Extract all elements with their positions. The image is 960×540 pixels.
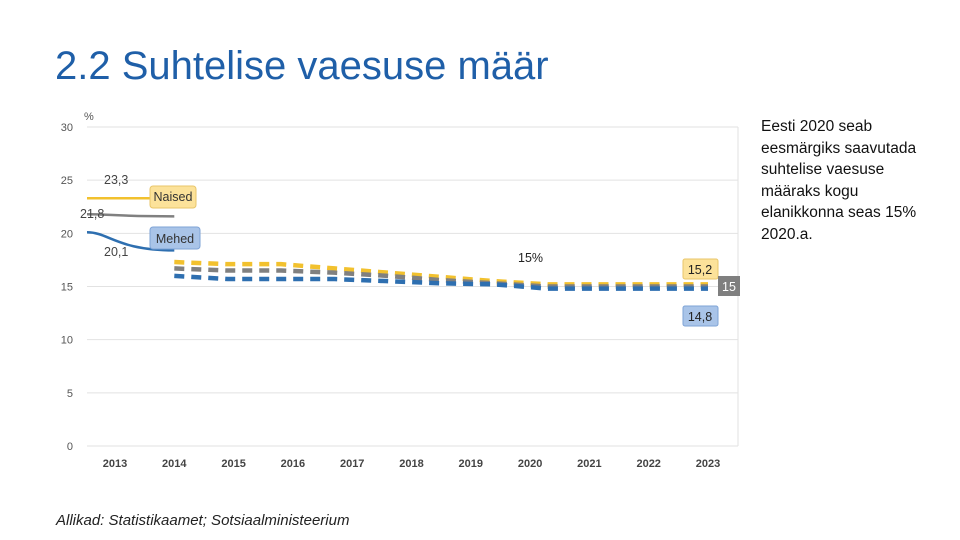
- x-tick-2023: 2023: [696, 458, 720, 470]
- projection-line-kokku: [174, 266, 708, 289]
- x-tick-2015: 2015: [221, 458, 245, 470]
- x-tick-2021: 2021: [577, 458, 601, 470]
- y-axis-unit-label: %: [84, 111, 94, 123]
- y-tick-25: 25: [61, 175, 73, 187]
- x-tick-2013: 2013: [103, 458, 127, 470]
- mehed-end-box: [682, 305, 719, 327]
- projection-line-mehed: [174, 273, 708, 291]
- y-tick-5: 5: [67, 388, 73, 400]
- y-tick-20: 20: [61, 228, 73, 240]
- x-tick-2019: 2019: [459, 458, 483, 470]
- legend-mehed-label: Mehed: [156, 232, 194, 246]
- naised-start-value: 23,3: [104, 173, 128, 187]
- x-tick-2016: 2016: [281, 458, 305, 470]
- x-tick-2022: 2022: [636, 458, 660, 470]
- total-start-value: 21,8: [80, 207, 104, 221]
- x-tick-2018: 2018: [399, 458, 423, 470]
- y-tick-10: 10: [61, 335, 73, 347]
- mehed-start-value: 20,1: [104, 245, 128, 259]
- x-tick-2020: 2020: [518, 458, 542, 470]
- total-end-box: [718, 276, 740, 296]
- target-note: Eesti 2020 seab eesmärgiks saavutada suh…: [761, 118, 917, 243]
- projection-line-naised: [174, 259, 708, 287]
- total-end-value: 15: [722, 280, 736, 294]
- legend-naised-label: Naised: [154, 190, 193, 204]
- mehed-end-value: 14,8: [688, 310, 712, 324]
- naised-end-value: 15,2: [688, 263, 712, 277]
- y-tick-15: 15: [61, 282, 73, 294]
- y-tick-30: 30: [61, 122, 73, 134]
- naised-end-box: [682, 258, 719, 280]
- legend-mehed-box: [149, 226, 201, 250]
- x-tick-2014: 2014: [162, 458, 187, 470]
- actual-line-mehed: [86, 231, 175, 252]
- source-caption: Allikad: Statistikaamet; Sotsiaalministe…: [56, 512, 350, 529]
- slide-title: 2.2 Suhtelise vaesuse määr: [55, 44, 549, 88]
- target-label: 15%: [518, 251, 543, 265]
- actual-line-kokku: [86, 212, 175, 218]
- legend-naised-box: [149, 185, 197, 209]
- y-tick-0: 0: [67, 441, 73, 453]
- x-tick-2017: 2017: [340, 458, 364, 470]
